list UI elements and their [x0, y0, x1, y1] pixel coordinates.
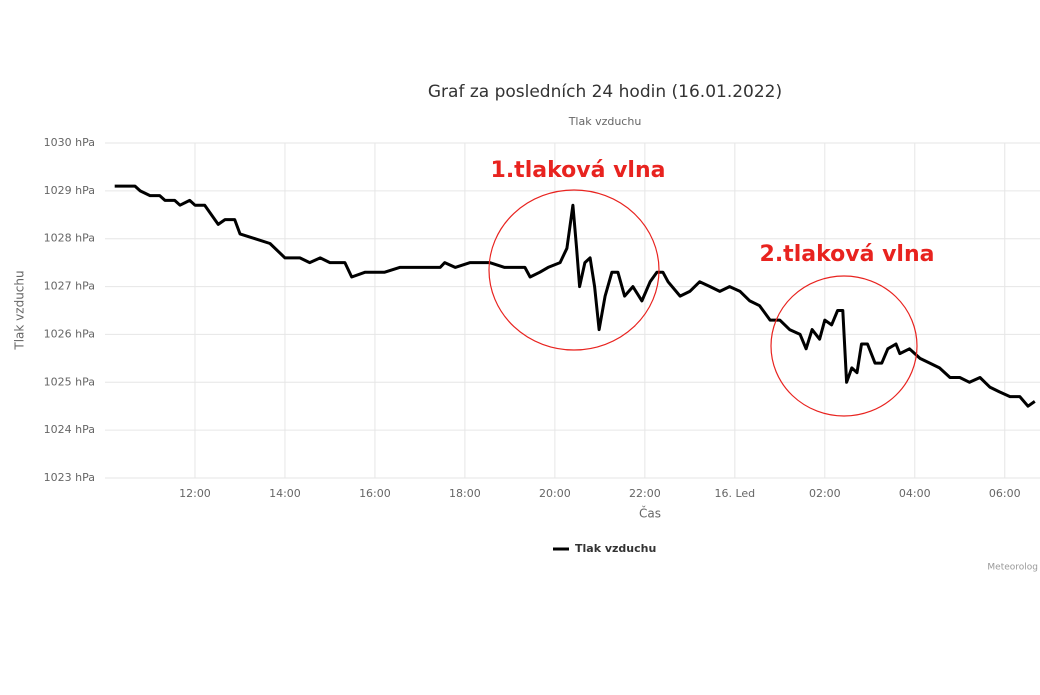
annotation-circle: [770, 275, 918, 417]
x-tick-label: 14:00: [269, 487, 301, 500]
x-tick-label: 02:00: [809, 487, 841, 500]
legend: Tlak vzduchu: [553, 542, 656, 555]
series-line: [114, 184, 1036, 408]
annotation: 1.tlaková vlna: [491, 158, 666, 183]
y-tick-label: 1030 hPa: [44, 136, 95, 149]
x-tick-label: 20:00: [539, 487, 571, 500]
y-tick-label: 1023 hPa: [44, 471, 95, 484]
chart-title: Graf za posledních 24 hodin (16.01.2022): [428, 82, 782, 102]
x-tick-label: 04:00: [899, 487, 931, 500]
x-tick-label: 16:00: [359, 487, 391, 500]
y-tick-label: 1026 hPa: [44, 327, 95, 340]
x-tick-label: 12:00: [179, 487, 211, 500]
y-tick-label: 1025 hPa: [44, 375, 95, 388]
y-tick-label: 1029 hPa: [44, 184, 95, 197]
grid: 1023 hPa 1024 hPa 1025 hPa 1026 hPa 1027 hPa…: [44, 136, 1040, 500]
x-axis-title: Čas: [639, 506, 661, 521]
x-tick-label: 22:00: [629, 487, 661, 500]
plot: [114, 184, 1036, 408]
annotation-circle: [488, 189, 660, 351]
chart-subtitle: Tlak vzduchu: [568, 115, 642, 128]
x-tick-label: 18:00: [449, 487, 481, 500]
y-axis-title: Tlak vzduchu: [13, 270, 27, 350]
y-tick-label: 1024 hPa: [44, 423, 95, 436]
annotation: 2.tlaková vlna: [760, 242, 935, 267]
y-tick-label: 1028 hPa: [44, 232, 95, 245]
annotations: 1.tlaková vlna 2.tlaková vlna: [488, 158, 935, 417]
legend-label: Tlak vzduchu: [575, 542, 656, 555]
y-tick-label: 1027 hPa: [44, 280, 95, 293]
credit: Meteorolog: [987, 563, 1038, 573]
x-tick-label: 06:00: [989, 487, 1021, 500]
x-tick-label: 16. Led: [714, 487, 755, 500]
